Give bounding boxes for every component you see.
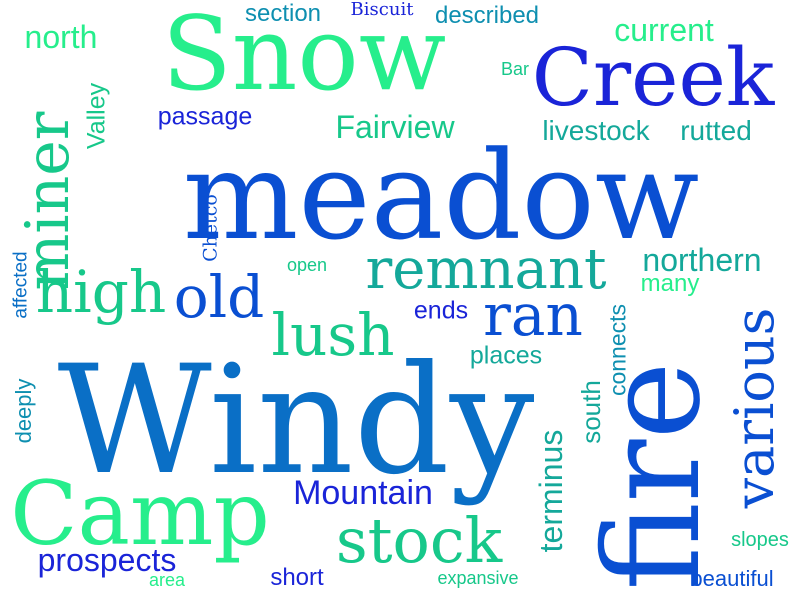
word-expansive: expansive: [437, 568, 519, 588]
word-bar: Bar: [500, 59, 530, 79]
word-biscuit: Biscuit: [350, 0, 414, 20]
word-meadow: meadow: [182, 125, 700, 267]
word-passage: passage: [157, 102, 253, 131]
word-section: section: [244, 0, 322, 27]
word-area: area: [148, 570, 186, 590]
word-stock: stock: [335, 504, 503, 577]
word-camp: Camp: [10, 462, 270, 565]
word-affected: affected: [10, 251, 32, 319]
word-creek: Creek: [531, 31, 775, 124]
word-livestock: livestock: [542, 115, 650, 146]
word-described: described: [434, 2, 540, 29]
word-rutted: rutted: [680, 115, 752, 146]
word-valley: Valley: [82, 82, 111, 150]
word-places: places: [469, 341, 543, 370]
word-northern: northern: [642, 242, 762, 278]
word-slopes: slopes: [731, 529, 789, 551]
word-south: south: [576, 380, 606, 444]
word-windy: Windy: [57, 334, 535, 508]
word-ran: ran: [483, 281, 583, 349]
word-prospects: prospects: [37, 542, 177, 578]
word-high: high: [35, 258, 167, 326]
word-chetco: Chetco: [199, 194, 222, 262]
word-ends: ends: [413, 296, 469, 325]
word-snow: Snow: [161, 0, 447, 114]
word-beautiful: beautiful: [690, 566, 774, 591]
word-old: old: [173, 263, 265, 331]
word-many: many: [640, 270, 700, 297]
word-fairview: Fairview: [335, 109, 455, 145]
word-remnant: remnant: [365, 237, 607, 302]
word-open: open: [286, 255, 328, 275]
word-various: various: [723, 307, 786, 509]
word-lush: lush: [271, 301, 395, 369]
word-mountain: Mountain: [293, 474, 433, 512]
word-terminus: terminus: [533, 429, 569, 553]
word-north: north: [24, 19, 98, 55]
word-connects: connects: [604, 303, 631, 397]
word-current: current: [614, 12, 714, 48]
word-deeply: deeply: [11, 378, 36, 444]
word-short: short: [270, 564, 324, 591]
